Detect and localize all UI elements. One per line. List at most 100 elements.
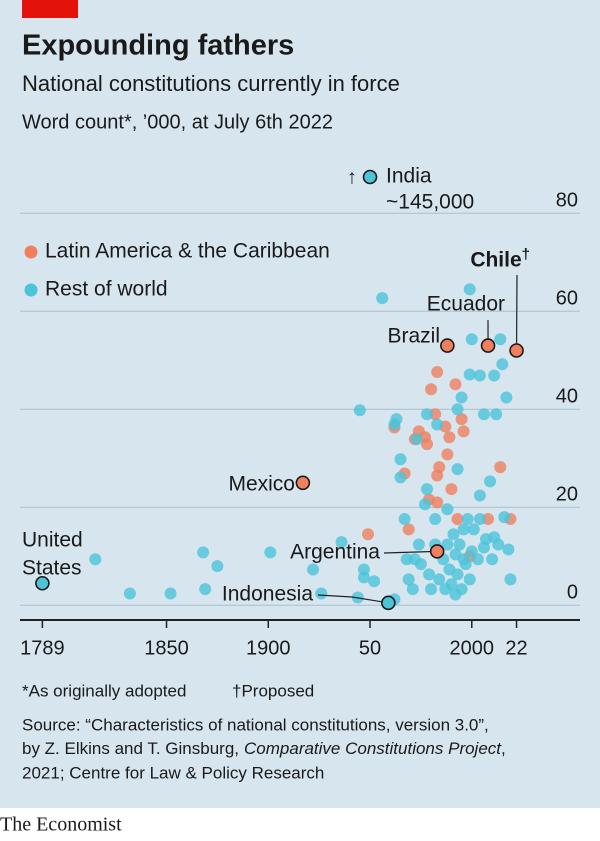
data-point <box>361 528 374 541</box>
data-point <box>465 333 478 346</box>
data-point <box>443 431 456 444</box>
annotation-mark: † <box>522 246 530 263</box>
highlight-point <box>480 338 496 353</box>
data-point <box>473 489 486 502</box>
legend-swatch <box>24 245 38 259</box>
data-point <box>335 536 348 549</box>
data-point <box>315 587 328 600</box>
data-point <box>197 546 210 559</box>
data-point <box>421 438 434 451</box>
x-tick-label: 2000 <box>450 637 495 659</box>
data-point <box>451 403 464 416</box>
data-point <box>433 461 446 474</box>
data-point <box>441 538 454 551</box>
brand-tag <box>22 0 78 18</box>
data-point <box>496 358 509 371</box>
y-tick-label: 60 <box>556 288 578 310</box>
data-point <box>461 513 474 526</box>
source-part: by Z. Elkins and T. Ginsburg, <box>22 739 239 758</box>
data-point <box>463 368 476 381</box>
annotation-label: Indonesia <box>222 583 313 606</box>
data-point <box>394 471 407 484</box>
data-point <box>429 513 442 526</box>
source-part: Comparative Constitutions Project <box>244 739 502 758</box>
highlight-point <box>429 544 445 559</box>
offchart-label: India <box>386 165 432 188</box>
data-point <box>431 496 444 509</box>
data-point <box>447 528 460 541</box>
data-point <box>473 513 486 526</box>
x-tick-label: 22 <box>505 637 527 659</box>
data-point <box>498 511 511 524</box>
data-point <box>467 523 480 536</box>
data-point <box>445 578 458 591</box>
data-point <box>376 292 389 305</box>
offchart-arrow: ↑ <box>347 166 357 188</box>
data-point <box>463 283 476 296</box>
y-tick-label: 40 <box>556 386 578 408</box>
data-point <box>455 583 468 596</box>
data-point <box>211 560 224 573</box>
leader-line <box>317 594 389 604</box>
data-point <box>402 573 415 586</box>
chart-subtitle: National constitutions currently in forc… <box>22 71 400 96</box>
source-part: , <box>501 739 506 758</box>
data-point <box>490 408 503 421</box>
data-point <box>473 369 486 382</box>
data-point <box>486 553 499 566</box>
data-point <box>459 558 472 571</box>
data-point <box>89 553 102 566</box>
x-tick-label: 1789 <box>20 637 65 659</box>
brand: The Economist <box>0 814 122 836</box>
annotation-label: Chile† <box>470 246 530 272</box>
footnote: *As originally adopted <box>22 681 186 700</box>
data-point <box>390 413 403 426</box>
data-point <box>449 378 462 391</box>
data-point <box>453 538 466 551</box>
x-tick-label: 1850 <box>144 637 189 659</box>
data-point <box>421 483 434 496</box>
data-point <box>425 583 438 596</box>
highlight-point <box>440 338 455 353</box>
data-point <box>264 546 277 559</box>
chart-title: Expounding fathers <box>22 30 294 62</box>
data-point <box>431 418 444 431</box>
data-point <box>357 571 370 584</box>
source: 2021; Centre for Law & Policy Research <box>22 763 324 782</box>
data-point <box>353 404 366 417</box>
annotation-label: United <box>22 529 83 552</box>
highlight-point <box>295 475 311 491</box>
footnote: †Proposed <box>232 681 314 700</box>
data-point <box>414 558 427 571</box>
data-point <box>457 425 470 438</box>
data-point <box>451 463 464 476</box>
data-point <box>451 568 464 581</box>
data-point <box>492 538 505 551</box>
data-point <box>463 573 476 586</box>
offchart-value: ~145,000 <box>386 191 474 214</box>
data-point <box>423 568 436 581</box>
data-point <box>457 523 470 536</box>
leader-line <box>383 550 438 554</box>
data-point <box>471 553 484 566</box>
offchart-point <box>362 169 378 185</box>
data-point <box>410 433 423 446</box>
data-point <box>398 513 411 526</box>
annotation-label: Ecuador <box>427 293 505 316</box>
y-tick-label: 80 <box>556 190 578 212</box>
data-point <box>394 453 407 466</box>
data-point <box>484 475 497 488</box>
data-point <box>368 575 381 588</box>
data-point <box>421 408 434 421</box>
highlight-point <box>509 343 524 358</box>
data-point <box>199 583 212 596</box>
annotation-label: Brazil <box>387 325 440 348</box>
annotation-label: States <box>22 557 82 580</box>
legend-label: Rest of world <box>45 278 168 301</box>
data-point <box>455 391 468 404</box>
data-point <box>406 583 419 596</box>
annotation-label: Mexico <box>228 473 295 496</box>
